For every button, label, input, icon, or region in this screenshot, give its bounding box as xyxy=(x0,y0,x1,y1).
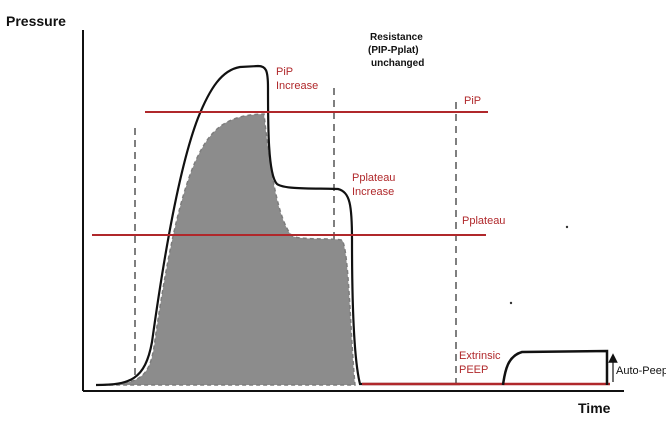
pip-label: PiP xyxy=(464,95,481,107)
y-axis-label: Pressure xyxy=(6,13,66,29)
pip-increase-label-line1: PiP xyxy=(276,66,293,78)
x-axis-label: Time xyxy=(578,400,611,416)
pplateau-label: Pplateau xyxy=(462,215,505,227)
auto-peep-label: Auto-Peep xyxy=(616,365,666,377)
resistance-note-line1: Resistance xyxy=(370,32,423,43)
pip-increase-label-line2: Increase xyxy=(276,80,318,92)
baseline-waveform xyxy=(95,113,356,386)
pplateau-increase-label-line2: Increase xyxy=(352,186,394,198)
auto-peep-waveform xyxy=(501,349,609,386)
extrinsic-peep-label-line1: Extrinsic xyxy=(459,350,501,362)
extrinsic-peep-label-line2: PEEP xyxy=(459,364,488,376)
stray-dot-2 xyxy=(509,301,513,305)
resistance-note-line2: (PIP-Pplat) xyxy=(368,45,419,56)
pplateau-increase-label-line1: Pplateau xyxy=(352,172,395,184)
resistance-note-line3: unchanged xyxy=(371,58,424,69)
increased-waveform xyxy=(95,64,460,387)
stray-dot-1 xyxy=(565,225,569,229)
